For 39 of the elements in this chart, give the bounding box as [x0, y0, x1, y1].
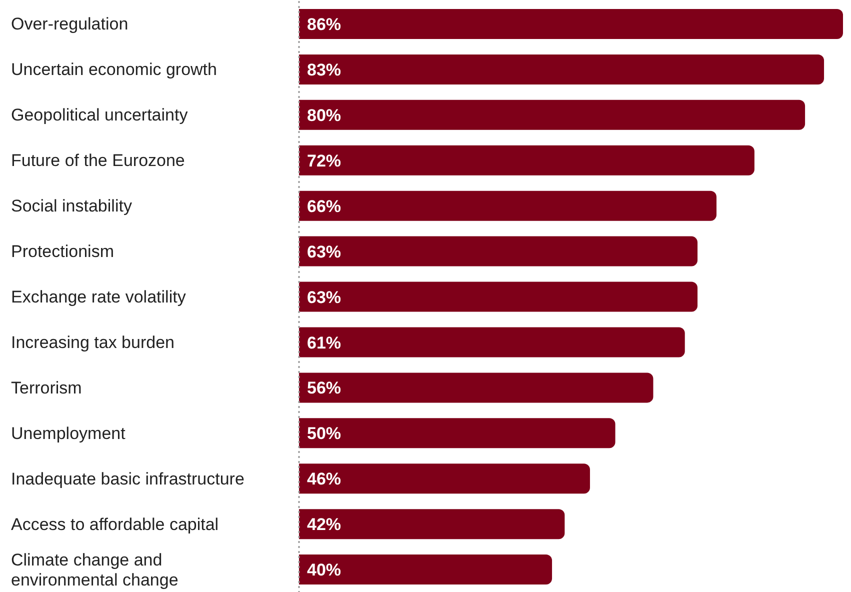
y-tick-label: Geopolitical uncertainty [11, 105, 188, 124]
data-label: 46% [307, 470, 342, 489]
bar [299, 372, 654, 403]
data-label: 42% [307, 515, 342, 534]
bar [299, 100, 806, 130]
data-label: 63% [307, 242, 342, 262]
bar [299, 190, 716, 221]
bar [299, 282, 698, 312]
y-tick-label: Protectionism [11, 242, 114, 261]
y-tick-label: Increasing tax burden [11, 332, 174, 352]
y-tick-label: Inadequate basic infrastructure [11, 468, 244, 488]
bar [299, 509, 565, 540]
y-tick-label: Social instability [11, 196, 132, 216]
y-tick-label: Future of the Eurozone [11, 150, 185, 170]
bar [299, 554, 552, 585]
y-tick-label: Over-regulation [11, 14, 128, 34]
y-tick-label: Access to affordable capital [11, 514, 219, 534]
data-label: 80% [307, 106, 342, 125]
data-label: 40% [307, 560, 342, 580]
y-tick-label: Uncertain economic growth [11, 60, 217, 79]
bar [299, 145, 754, 176]
y-tick-label: Terrorism [11, 378, 82, 397]
y-tick-label: Unemployment [11, 423, 126, 442]
data-label: 56% [307, 378, 342, 398]
data-label: 66% [307, 196, 342, 216]
bar [299, 464, 590, 494]
bar [299, 9, 843, 39]
bar [299, 54, 824, 84]
bar [299, 327, 685, 358]
bar [299, 236, 698, 266]
data-label: 50% [307, 424, 342, 444]
bar [299, 418, 616, 448]
y-tick-label: Exchange rate volatility [11, 287, 186, 306]
y-tick-label: Climate change and environmental change [11, 550, 178, 589]
data-label: 86% [307, 15, 342, 34]
data-label: 61% [307, 333, 342, 352]
data-label: 83% [307, 60, 342, 80]
data-label: 63% [307, 288, 342, 307]
data-label: 72% [307, 151, 342, 170]
